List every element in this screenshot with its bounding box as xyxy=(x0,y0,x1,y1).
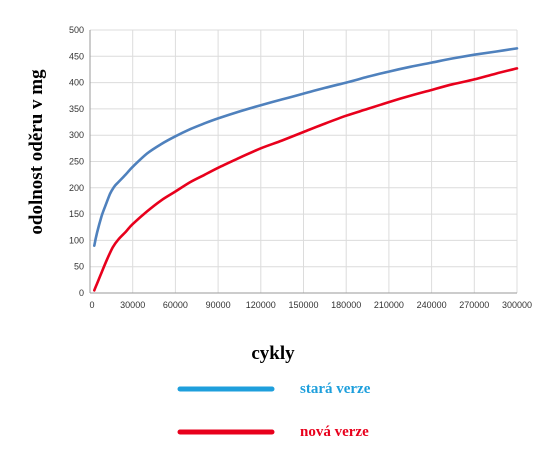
legend-label-nova-verze: nová verze xyxy=(300,424,369,440)
series-lines xyxy=(93,47,519,292)
y-tick-label-1: 50 xyxy=(74,262,84,272)
series-line-1 xyxy=(93,67,519,292)
y-tick-label-6: 300 xyxy=(69,130,84,140)
y-tick-label-3: 150 xyxy=(69,209,84,219)
legend-label-stara-verze: stará verze xyxy=(300,381,371,397)
y-tick-label-0: 0 xyxy=(79,288,84,298)
x-tick-label-0: 30000 xyxy=(120,300,145,310)
y-tick-label-5: 250 xyxy=(69,157,84,167)
y-tick-label-7: 350 xyxy=(69,104,84,114)
x-tick-label-6: 210000 xyxy=(374,300,404,310)
axes xyxy=(89,30,517,294)
x-axis-title: cykly xyxy=(251,343,295,364)
y-tick-label-4: 200 xyxy=(69,183,84,193)
x-tick-label-origin: 0 xyxy=(89,300,94,310)
y-tick-label-8: 400 xyxy=(69,78,84,88)
y-tick-label-2: 100 xyxy=(69,235,84,245)
series-line-0 xyxy=(93,47,519,247)
x-tick-label-5: 180000 xyxy=(331,300,361,310)
x-tick-label-3: 120000 xyxy=(246,300,276,310)
grid-lines xyxy=(90,29,518,293)
legend: stará verze nová verze xyxy=(177,381,371,440)
x-tick-label-2: 90000 xyxy=(206,300,231,310)
x-tick-label-9: 300000 xyxy=(502,300,532,310)
y-tick-label-10: 500 xyxy=(69,25,84,35)
x-tick-label-8: 270000 xyxy=(459,300,489,310)
y-axis-title: odolnost oděru v mg xyxy=(26,69,47,235)
y-tick-labels: 0 50 100 150 200 250 300 350 400 450 500 xyxy=(69,25,84,298)
y-tick-label-9: 450 xyxy=(69,51,84,61)
x-tick-labels: 0 30000 60000 90000 120000 150000 180000 210000… xyxy=(89,300,532,310)
x-tick-label-4: 150000 xyxy=(288,300,318,310)
x-tick-label-7: 240000 xyxy=(417,300,447,310)
x-tick-label-1: 60000 xyxy=(163,300,188,310)
